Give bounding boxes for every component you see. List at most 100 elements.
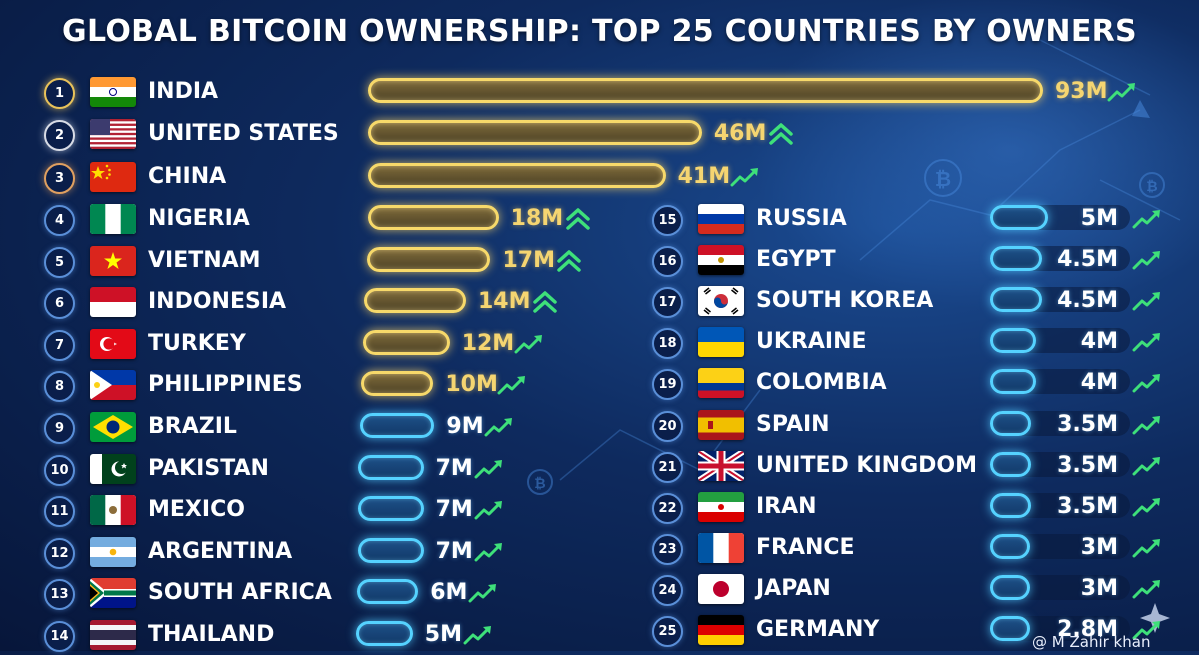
trend-arrow-icon xyxy=(554,249,584,272)
trend-arrow-icon xyxy=(1132,578,1162,600)
country-label: NIGERIA xyxy=(148,206,250,231)
bar xyxy=(990,616,1030,641)
bar xyxy=(990,287,1043,313)
bar xyxy=(990,574,1030,600)
vietnam-flag xyxy=(90,245,136,276)
sparkle-icon xyxy=(1140,603,1170,633)
rank-badge: 19 xyxy=(652,369,683,401)
bar xyxy=(990,328,1037,354)
trend-arrow-icon xyxy=(563,208,593,230)
country-label: ARGENTINA xyxy=(148,538,293,564)
bar-row: 17 SOUTH KOREA 4.5M xyxy=(652,281,1192,321)
data-label: 12M xyxy=(461,330,515,356)
country-label: TURKEY xyxy=(148,330,246,356)
south-africa-flag xyxy=(90,578,136,609)
rank-badge: 10 xyxy=(44,454,75,486)
country-label: PAKISTAN xyxy=(148,455,269,481)
bar xyxy=(990,205,1048,230)
spain-flag xyxy=(698,409,744,440)
trend-arrow-icon xyxy=(1132,249,1162,271)
data-label: 5M xyxy=(1080,206,1118,231)
india-flag xyxy=(90,77,136,107)
country-label: VIETNAM xyxy=(148,247,261,273)
trend-arrow-icon xyxy=(1132,290,1162,312)
data-label: 7M xyxy=(435,497,473,523)
data-label: 93M xyxy=(1055,79,1108,104)
data-label: 7M xyxy=(435,455,473,481)
country-label: IRAN xyxy=(756,493,817,519)
rank-badge: 20 xyxy=(652,410,683,442)
data-label: 2.8M xyxy=(1057,617,1118,642)
country-label: RUSSIA xyxy=(756,206,847,231)
data-label: 14M xyxy=(478,289,531,315)
rank-badge: 7 xyxy=(44,329,75,361)
usa-flag xyxy=(90,119,136,149)
bar xyxy=(990,369,1037,395)
bar-row: 23 FRANCE 3M xyxy=(652,528,1192,568)
bar-row: 9 BRAZIL 9M xyxy=(44,407,1184,447)
bar xyxy=(990,533,1030,559)
data-label: 10M xyxy=(445,372,498,398)
data-label: 41M xyxy=(677,164,731,189)
country-label: THAILAND xyxy=(148,622,275,647)
trend-arrow-icon xyxy=(1107,81,1137,103)
russia-flag xyxy=(698,204,744,234)
trend-arrow-icon xyxy=(1132,619,1162,641)
rank-badge: 15 xyxy=(652,205,683,236)
rank-badge: 16 xyxy=(652,246,683,278)
data-label: 9M xyxy=(446,414,484,439)
trend-arrow-icon xyxy=(1132,208,1162,230)
japan-flag xyxy=(698,573,744,604)
data-label: 4.5M xyxy=(1057,288,1118,314)
country-label: MEXICO xyxy=(148,497,245,523)
ukraine-flag xyxy=(698,327,744,358)
rank-badge: 13 xyxy=(44,579,75,611)
south-korea-flag xyxy=(698,286,744,317)
bar-row: 13 SOUTH AFRICA 6M xyxy=(44,573,1184,613)
bar-row: 4 NIGERIA 18M xyxy=(44,199,1184,239)
rank-badge: 8 xyxy=(44,371,75,403)
bar xyxy=(358,496,424,522)
rank-badge: 17 xyxy=(652,287,683,319)
data-label: 3.5M xyxy=(1057,493,1118,519)
bar xyxy=(990,246,1043,272)
bitcoin-icon xyxy=(527,159,1165,495)
trend-arrow-icon xyxy=(730,166,760,188)
country-label: INDIA xyxy=(148,79,219,104)
bar xyxy=(368,163,666,188)
data-label: 3M xyxy=(1080,575,1118,601)
uk-flag xyxy=(698,450,744,481)
bar xyxy=(357,579,419,605)
data-label: 5M xyxy=(424,622,462,647)
data-label: 46M xyxy=(713,121,767,146)
country-label: CHINA xyxy=(148,164,227,189)
bar xyxy=(990,410,1031,436)
bar-row: 16 EGYPT 4.5M xyxy=(652,240,1192,280)
iran-flag xyxy=(698,491,744,522)
trend-arrow-icon xyxy=(474,458,504,480)
bar xyxy=(367,246,491,272)
data-label: 17M xyxy=(502,247,555,273)
bar-row: 6 INDONESIA 14M xyxy=(44,282,1184,322)
data-label: 4M xyxy=(1080,329,1118,355)
bar xyxy=(360,371,434,397)
bar-row: 11 MEXICO 7M xyxy=(44,490,1184,530)
turkey-flag xyxy=(90,328,136,359)
rank-badge: 5 xyxy=(44,246,75,278)
bar-row: 8 PHILIPPINES 10M xyxy=(44,365,1184,405)
bar-row: 21 UNITED KINGDOM 3.5M xyxy=(652,446,1192,486)
author-credit: @ M Zahir khan xyxy=(1032,633,1151,651)
country-label: PHILIPPINES xyxy=(148,372,303,398)
bar-row: 19 COLOMBIA 4M xyxy=(652,363,1192,403)
rank-badge: 12 xyxy=(44,537,75,569)
country-label: COLOMBIA xyxy=(756,370,887,396)
indonesia-flag xyxy=(90,287,136,318)
france-flag xyxy=(698,532,744,563)
rank-badge: 2 xyxy=(44,120,75,151)
rank-badge: 23 xyxy=(652,533,683,565)
country-label: EGYPT xyxy=(756,247,836,273)
country-label: SPAIN xyxy=(756,411,830,437)
country-label: BRAZIL xyxy=(148,414,237,439)
bar-row: 24 JAPAN 3M xyxy=(652,569,1192,609)
